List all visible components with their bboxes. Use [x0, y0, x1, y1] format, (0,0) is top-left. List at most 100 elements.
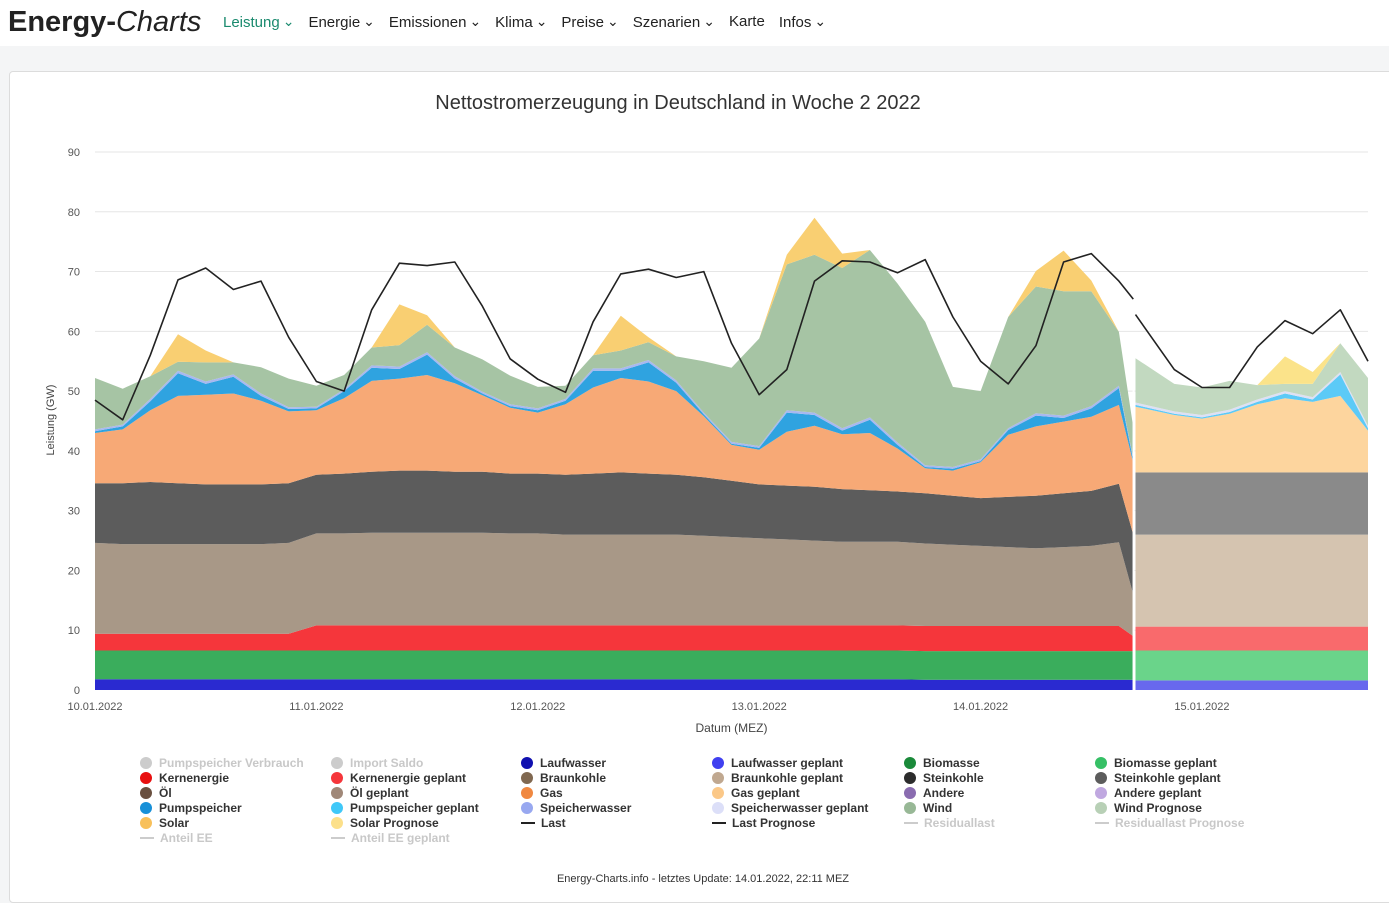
legend-item-kernenergie-geplant[interactable]: Kernenergie geplant: [331, 771, 466, 786]
legend-marker-dot: [712, 787, 724, 799]
legend-item-pumpspeicher-geplant[interactable]: Pumpspeicher geplant: [331, 801, 479, 816]
legend-item-öl-geplant[interactable]: Öl geplant: [331, 786, 409, 801]
legend-item-braunkohle-geplant[interactable]: Braunkohle geplant: [712, 771, 843, 786]
legend-item-last[interactable]: Last: [521, 816, 566, 831]
series-gas-area: [95, 375, 1134, 535]
legend-label: Braunkohle geplant: [731, 771, 844, 785]
legend-item-steinkohle[interactable]: Steinkohle: [904, 771, 984, 786]
forecast-wind-prognose-area: [1135, 343, 1368, 426]
legend-label: Biomasse: [923, 756, 980, 770]
nav-item-karte[interactable]: Karte: [729, 13, 765, 32]
legend-marker-dot: [140, 757, 152, 769]
series-pumpspeicher-area: [95, 354, 1134, 471]
legend-label: Last: [541, 816, 566, 830]
legend-item-biomasse-geplant[interactable]: Biomasse geplant: [1095, 756, 1217, 771]
legend-item-kernenergie[interactable]: Kernenergie: [140, 771, 229, 786]
legend-label: Wind: [923, 801, 953, 815]
legend-item-steinkohle-geplant[interactable]: Steinkohle geplant: [1095, 771, 1221, 786]
legend-item-solar[interactable]: Solar: [140, 816, 189, 831]
legend-label: Laufwasser geplant: [731, 756, 844, 770]
legend-item-residuallast[interactable]: Residuallast: [904, 816, 995, 831]
nav-item-szenarien[interactable]: Szenarien ⌄: [633, 13, 715, 32]
x-tick-label: 10.01.2022: [67, 701, 122, 713]
y-tick-label: 90: [68, 147, 80, 159]
chevron-down-icon: ⌄: [814, 13, 827, 29]
forecast-braunkohle-geplant-area: [1135, 534, 1368, 627]
legend-item-solar-prognose[interactable]: Solar Prognose: [331, 816, 439, 831]
legend-item-speicherwasser[interactable]: Speicherwasser: [521, 801, 631, 816]
legend-marker-line: [904, 822, 918, 824]
y-tick-label: 70: [68, 267, 80, 279]
brand-logo[interactable]: Energy-Charts: [8, 4, 201, 40]
legend-item-residuallast-prognose[interactable]: Residuallast Prognose: [1095, 816, 1244, 831]
brand-part2: Charts: [115, 6, 202, 38]
legend-label: Biomasse geplant: [1114, 756, 1217, 770]
legend-item-gas-geplant[interactable]: Gas geplant: [712, 786, 800, 801]
legend-item-gas[interactable]: Gas: [521, 786, 563, 801]
legend-marker-dot: [1095, 757, 1107, 769]
legend-marker-dot: [331, 757, 343, 769]
series-speicherwasser-area: [95, 352, 1134, 469]
legend-item-wind[interactable]: Wind: [904, 801, 952, 816]
chart-title: Nettostromerzeugung in Deutschland in Wo…: [435, 92, 921, 114]
legend-item-öl[interactable]: Öl: [140, 786, 172, 801]
y-tick-label: 60: [68, 326, 80, 338]
legend-label: Gas geplant: [731, 786, 800, 800]
legend-item-laufwasser[interactable]: Laufwasser: [521, 756, 606, 771]
legend-item-braunkohle[interactable]: Braunkohle: [521, 771, 606, 786]
brand-part1: Energy-: [8, 6, 116, 38]
series-kernenergie-area: [95, 625, 1134, 652]
legend-marker-dot: [904, 757, 916, 769]
chevron-down-icon: ⌄: [469, 13, 482, 29]
y-tick-label: 0: [74, 685, 80, 697]
legend-item-andere-geplant[interactable]: Andere geplant: [1095, 786, 1201, 801]
forecast-kernenergie-geplant-area: [1135, 626, 1368, 651]
nav-item-energie[interactable]: Energie ⌄: [308, 13, 374, 32]
legend-label: Pumpspeicher geplant: [350, 801, 479, 815]
legend-label: Öl: [159, 786, 172, 800]
nav-item-emissionen[interactable]: Emissionen ⌄: [389, 13, 481, 32]
legend-item-wind-prognose[interactable]: Wind Prognose: [1095, 801, 1202, 816]
legend-marker-line: [331, 837, 345, 839]
y-tick-label: 50: [68, 386, 80, 398]
x-tick-label: 12.01.2022: [510, 701, 565, 713]
forecast-laufwasser-geplant-area: [1135, 680, 1368, 690]
legend-marker-dot: [331, 802, 343, 814]
legend-label: Pumpspeicher: [159, 801, 242, 815]
x-tick-label: 14.01.2022: [953, 701, 1008, 713]
nav-item-preise[interactable]: Preise ⌄: [561, 13, 618, 32]
legend-marker-dot: [1095, 787, 1107, 799]
legend-item-anteil-ee-geplant[interactable]: Anteil EE geplant: [331, 831, 450, 846]
x-tick-label: 11.01.2022: [289, 701, 343, 713]
legend-marker-dot: [904, 787, 916, 799]
main-nav: Leistung ⌄ Energie ⌄ Emissionen ⌄ Klima ⌄ Preise…: [223, 13, 840, 32]
legend-marker-dot: [712, 802, 724, 814]
legend-item-biomasse[interactable]: Biomasse: [904, 756, 980, 771]
legend-item-laufwasser-geplant[interactable]: Laufwasser geplant: [712, 756, 843, 771]
series-laufwasser-area: [95, 679, 1134, 690]
legend-marker-dot: [521, 772, 533, 784]
y-tick-label: 10: [68, 625, 80, 637]
forecast-solar-prognose-area: [1135, 343, 1368, 388]
legend-marker-dot: [140, 802, 152, 814]
nav-item-leistung[interactable]: Leistung ⌄: [223, 13, 294, 32]
nav-item-label: Klima: [495, 14, 533, 31]
legend-item-pumpspeicher[interactable]: Pumpspeicher: [140, 801, 242, 816]
legend-label: Import Saldo: [350, 756, 424, 770]
legend-item-pumpspeicher-verbrauch[interactable]: Pumpspeicher Verbrauch: [140, 756, 304, 771]
legend-item-last-prognose[interactable]: Last Prognose: [712, 816, 815, 831]
nav-item-infos[interactable]: Infos ⌄: [779, 13, 826, 32]
legend-item-anteil-ee[interactable]: Anteil EE: [140, 831, 213, 846]
y-tick-label: 80: [68, 207, 80, 219]
legend-item-andere[interactable]: Andere: [904, 786, 964, 801]
legend-label: Speicherwasser geplant: [731, 801, 869, 815]
chevron-down-icon: ⌄: [282, 13, 295, 29]
legend-item-speicherwasser-geplant[interactable]: Speicherwasser geplant: [712, 801, 868, 816]
nav-item-label: Karte: [728, 13, 765, 30]
legend-marker-dot: [140, 772, 152, 784]
legend-marker-dot: [904, 802, 916, 814]
legend-item-import-saldo[interactable]: Import Saldo: [331, 756, 423, 771]
nav-item-klima[interactable]: Klima ⌄: [495, 13, 547, 32]
nav-item-label: Energie: [308, 14, 361, 31]
